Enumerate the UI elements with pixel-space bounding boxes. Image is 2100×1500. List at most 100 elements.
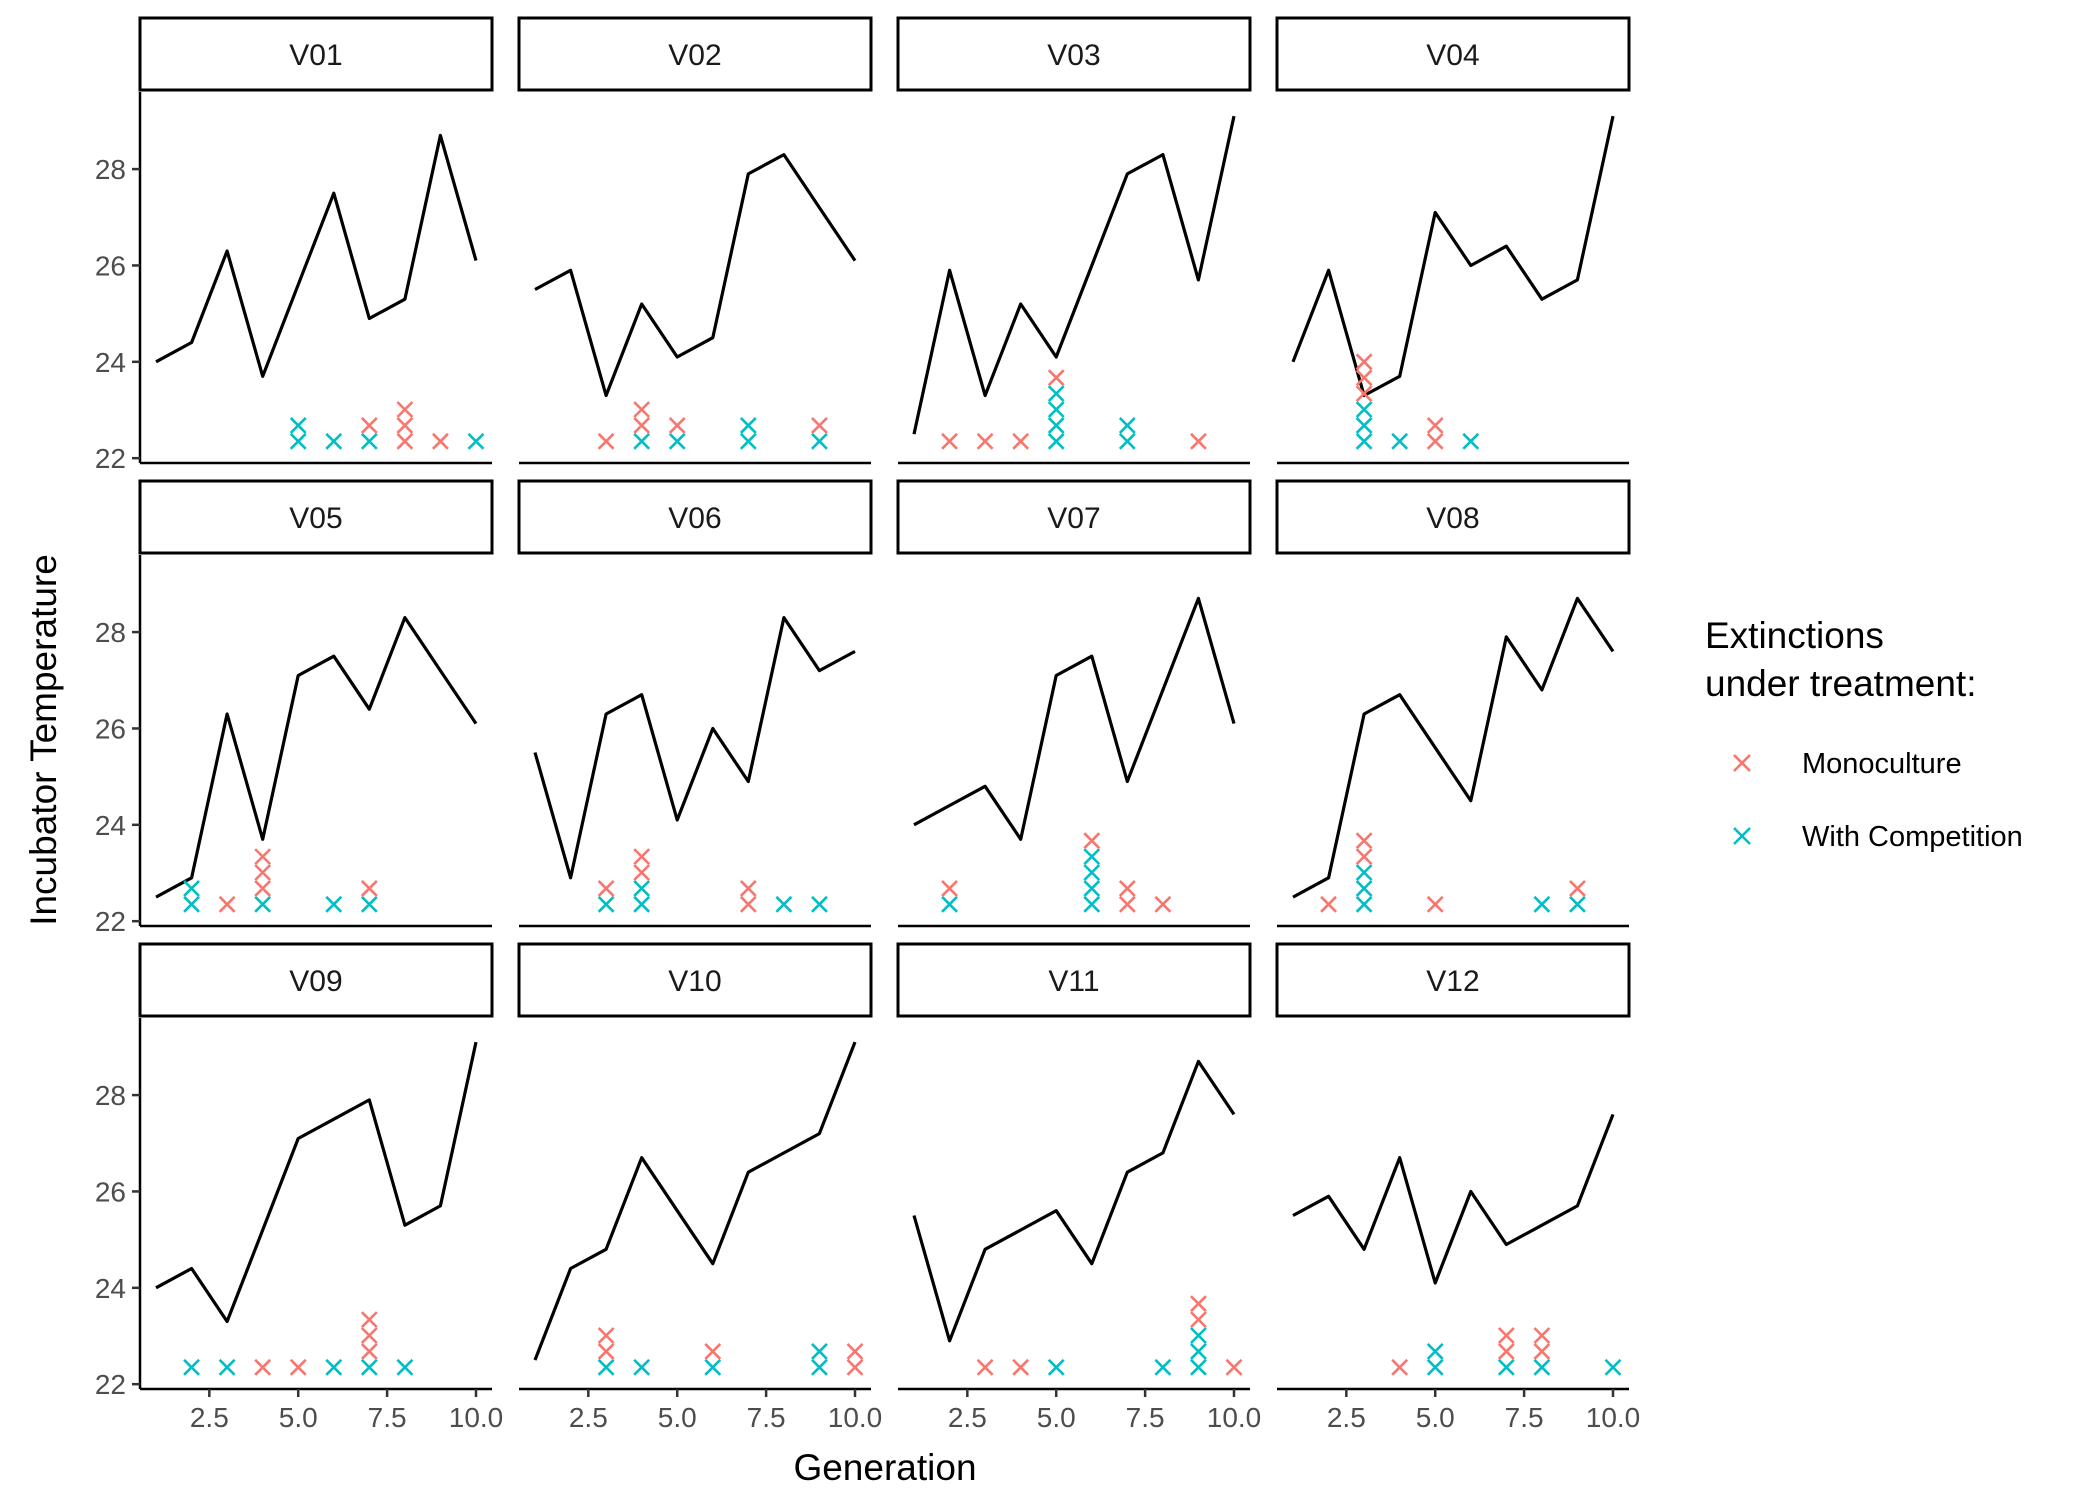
extinction-marker-competition xyxy=(633,879,651,897)
facet-panel-v12: V12 2.5 5.0 7.5 10.0 xyxy=(1275,942,1641,1433)
facet-label: V06 xyxy=(668,502,721,535)
y-tick-label: 28 xyxy=(95,1080,126,1111)
extinction-marker-monoculture xyxy=(846,1358,864,1376)
extinction-marker-monoculture xyxy=(360,879,378,897)
extinction-marker-monoculture xyxy=(1047,369,1065,387)
extinction-marker-competition xyxy=(360,1358,378,1376)
x-tick-label: 7.5 xyxy=(1505,1402,1544,1433)
extinction-marker-monoculture xyxy=(739,879,757,897)
extinction-marker-monoculture xyxy=(633,848,651,866)
extinction-marker-monoculture xyxy=(254,864,272,881)
legend-label: Monoculture xyxy=(1802,748,1962,780)
extinction-marker-monoculture xyxy=(396,416,414,434)
extinction-marker-monoculture xyxy=(739,895,757,913)
y-tick-label: 26 xyxy=(95,1176,126,1207)
extinction-marker-monoculture xyxy=(432,432,449,450)
extinction-marker-monoculture xyxy=(941,432,958,450)
extinction-marker-competition xyxy=(811,432,828,450)
temperature-line xyxy=(534,153,857,398)
extinction-marker-competition xyxy=(811,1358,828,1376)
temperature-line xyxy=(912,115,1236,435)
extinction-marker-monoculture xyxy=(1190,1295,1207,1313)
facet-panel-v08: V08 xyxy=(1275,479,1631,928)
extinction-marker-competition xyxy=(1462,432,1480,450)
extinction-marker-monoculture xyxy=(1497,1342,1515,1360)
extinction-marker-competition xyxy=(254,895,272,913)
extinction-marker-competition xyxy=(1047,1358,1065,1376)
extinction-marker-monoculture xyxy=(597,1327,615,1344)
extinction-marker-monoculture xyxy=(633,401,651,418)
extinction-marker-competition xyxy=(289,416,307,434)
y-tick-label: 26 xyxy=(95,713,126,744)
extinction-marker-competition xyxy=(633,1358,651,1376)
x-tick-label: 5.0 xyxy=(658,1402,697,1433)
facet-label: V12 xyxy=(1426,965,1479,998)
extinction-marker-competition xyxy=(739,416,757,434)
extinction-marker-competition xyxy=(633,895,651,913)
extinction-marker-monoculture xyxy=(1426,416,1444,434)
extinction-marker-monoculture xyxy=(254,879,272,897)
facet-panel-v03: V03 xyxy=(896,16,1252,465)
facet-strip xyxy=(517,479,873,555)
x-axis-title: Generation xyxy=(793,1447,976,1488)
extinction-marker-competition xyxy=(1047,416,1065,434)
extinction-marker-monoculture xyxy=(633,864,651,881)
extinction-marker-monoculture xyxy=(597,1342,615,1360)
extinction-marker-monoculture xyxy=(1533,1342,1551,1360)
x-tick-label: 2.5 xyxy=(569,1402,608,1433)
extinction-marker-monoculture xyxy=(704,1342,722,1360)
extinction-marker-monoculture xyxy=(1426,895,1444,913)
facet-label: V05 xyxy=(289,502,342,535)
legend-key xyxy=(1733,827,1751,845)
extinction-marker-monoculture xyxy=(1355,832,1373,850)
extinction-marker-competition xyxy=(1047,432,1065,450)
extinction-marker-competition xyxy=(1355,432,1373,450)
extinction-marker-competition xyxy=(597,1358,615,1376)
extinction-marker-monoculture xyxy=(289,1358,307,1376)
extinction-marker-competition xyxy=(633,432,651,450)
extinction-marker-monoculture xyxy=(1533,1327,1551,1344)
x-tick-label: 10.0 xyxy=(1586,1402,1641,1433)
temperature-line xyxy=(155,1041,478,1324)
extinction-marker-competition xyxy=(1190,1358,1207,1376)
x-tick-label: 7.5 xyxy=(747,1402,786,1433)
extinction-marker-monoculture xyxy=(1355,385,1373,403)
extinction-marker-competition xyxy=(325,1358,343,1376)
panels: V01 22 24 26 28 V02 V03 V04 V05 22 24 26 28 V06 V07 V08… xyxy=(95,16,1641,1433)
extinction-marker-competition xyxy=(1047,385,1065,403)
extinction-marker-monoculture xyxy=(360,1311,378,1329)
x-tick-label: 5.0 xyxy=(1037,1402,1076,1433)
y-tick-label: 24 xyxy=(95,1273,126,1304)
extinction-marker-monoculture xyxy=(1118,895,1136,913)
extinction-marker-competition xyxy=(1083,879,1101,897)
legend-label: With Competition xyxy=(1802,821,2023,853)
extinction-marker-competition xyxy=(183,895,200,913)
extinction-marker-monoculture xyxy=(1083,832,1101,850)
extinction-marker-competition xyxy=(775,895,793,913)
extinction-marker-monoculture xyxy=(1012,1358,1030,1376)
extinction-marker-competition xyxy=(325,895,343,913)
extinction-marker-competition xyxy=(1426,1358,1444,1376)
x-tick-label: 2.5 xyxy=(190,1402,229,1433)
x-tick-label: 2.5 xyxy=(948,1402,987,1433)
extinction-marker-competition xyxy=(811,895,828,913)
extinction-marker-competition xyxy=(1355,864,1373,881)
extinction-marker-monoculture xyxy=(1569,879,1586,897)
temperature-line xyxy=(533,1041,857,1361)
extinction-marker-monoculture xyxy=(254,1358,272,1376)
x-tick-label: 7.5 xyxy=(368,1402,407,1433)
facet-strip xyxy=(1275,16,1631,92)
extinction-marker-monoculture xyxy=(1320,895,1337,913)
temperature-line xyxy=(1292,1113,1615,1285)
y-tick-label: 28 xyxy=(95,617,126,648)
extinction-marker-competition xyxy=(1391,432,1409,450)
extinction-marker-monoculture xyxy=(1355,353,1373,371)
extinction-marker-monoculture xyxy=(218,895,236,913)
extinction-marker-monoculture xyxy=(1391,1358,1409,1376)
extinction-marker-competition xyxy=(1355,401,1373,418)
extinction-marker-monoculture xyxy=(396,432,414,450)
extinction-marker-competition xyxy=(1083,864,1101,881)
extinction-marker-competition xyxy=(360,895,378,913)
extinction-marker-competition xyxy=(1154,1358,1172,1376)
extinction-marker-competition xyxy=(183,1358,200,1376)
